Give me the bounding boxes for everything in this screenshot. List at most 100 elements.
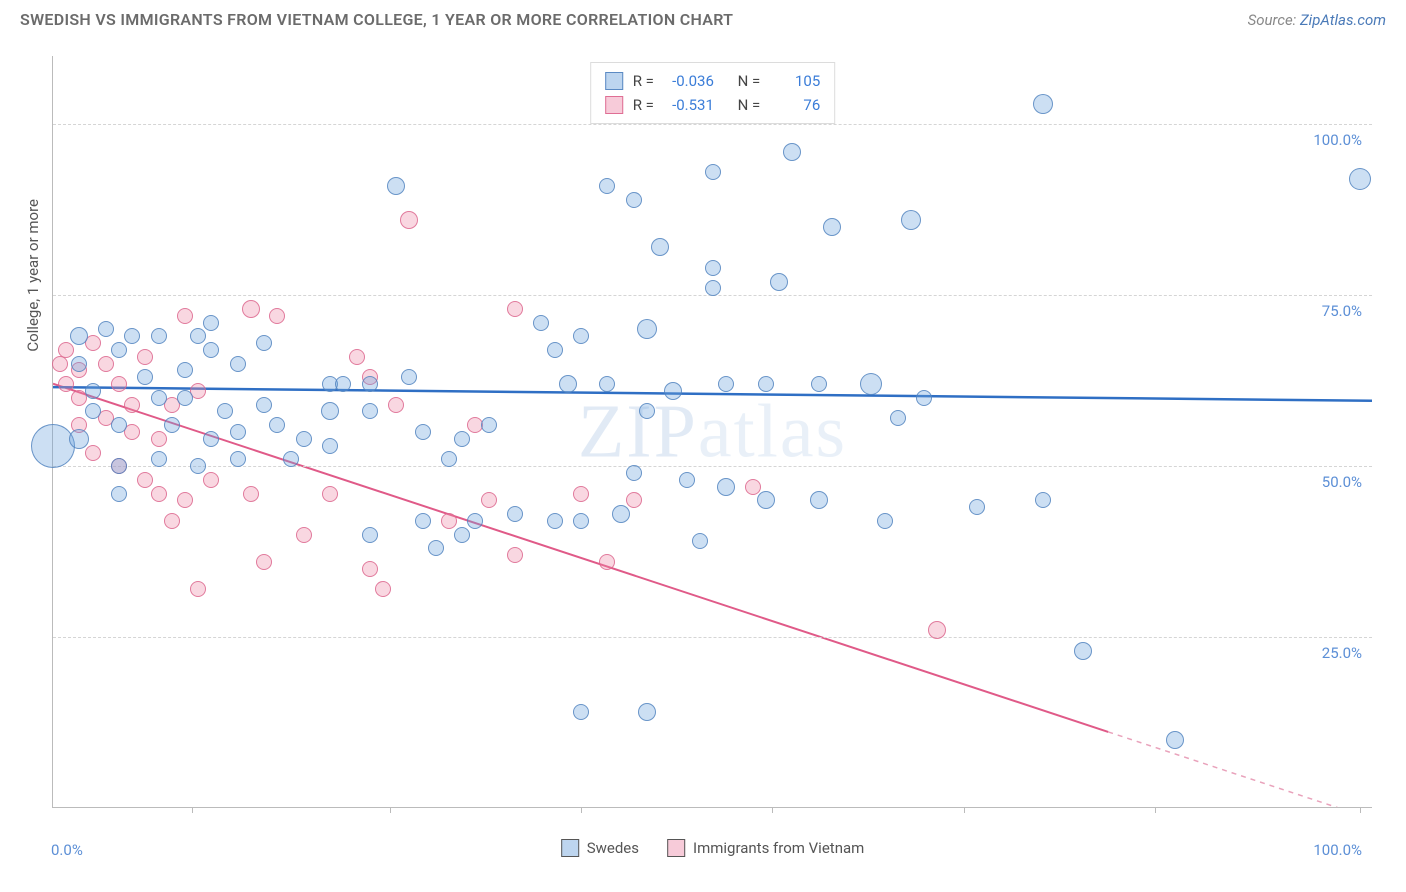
plot-area: ZIPatlas R = -0.036 N = 105 R = -0.531 N… [52, 56, 1372, 808]
chart-title: SWEDISH VS IMMIGRANTS FROM VIETNAM COLLE… [20, 10, 733, 29]
x-axis-end-label: 100.0% [1313, 841, 1362, 859]
scatter-point-a [362, 376, 378, 392]
series-label-b: Immigrants from Vietnam [693, 839, 864, 857]
source-attribution: Source: ZipAtlas.com [1248, 11, 1386, 29]
scatter-point-a [573, 704, 589, 720]
scatter-point-a [651, 238, 669, 256]
gridline [53, 124, 1372, 125]
scatter-point-a [573, 328, 589, 344]
scatter-point-b [177, 492, 193, 508]
scatter-point-a [1035, 492, 1051, 508]
scatter-point-b [52, 356, 68, 372]
scatter-point-a [1074, 642, 1092, 660]
scatter-point-b [111, 376, 127, 392]
y-axis-label: College, 1 year or more [24, 199, 42, 352]
source-prefix: Source: [1248, 11, 1300, 29]
scatter-point-a [467, 513, 483, 529]
scatter-point-a [217, 403, 233, 419]
source-link[interactable]: ZipAtlas.com [1300, 11, 1386, 29]
x-tick [1155, 807, 1156, 813]
scatter-point-a [599, 178, 615, 194]
scatter-point-b [507, 301, 523, 317]
x-tick [1360, 807, 1361, 813]
y-tick-label: 25.0% [1322, 644, 1362, 662]
scatter-point-b [928, 621, 946, 639]
series-legend-a: Swedes [561, 839, 639, 857]
scatter-point-b [626, 492, 642, 508]
scatter-point-a [85, 383, 101, 399]
scatter-point-a [877, 513, 893, 529]
x-tick [390, 807, 391, 813]
legend-n-a: 105 [770, 69, 820, 93]
scatter-point-b [243, 486, 259, 502]
scatter-point-a [401, 369, 417, 385]
scatter-point-a [203, 315, 219, 331]
scatter-point-a [362, 527, 378, 543]
scatter-point-a [705, 280, 721, 296]
scatter-point-a [901, 210, 921, 230]
scatter-point-a [415, 424, 431, 440]
scatter-point-a [758, 376, 774, 392]
scatter-point-a [230, 356, 246, 372]
scatter-point-b [481, 492, 497, 508]
scatter-point-b [151, 486, 167, 502]
watermark: ZIPatlas [578, 388, 847, 475]
scatter-point-b [137, 472, 153, 488]
scatter-point-a [559, 375, 577, 393]
legend-n-label: N = [738, 69, 761, 93]
scatter-point-a [679, 472, 695, 488]
legend-r-b: -0.531 [664, 93, 714, 117]
x-tick [964, 807, 965, 813]
scatter-point-b [151, 431, 167, 447]
scatter-point-a [203, 342, 219, 358]
scatter-point-b [164, 513, 180, 529]
scatter-point-a [177, 362, 193, 378]
scatter-point-b [362, 561, 378, 577]
y-tick-label: 100.0% [1313, 131, 1362, 149]
scatter-point-a [335, 376, 351, 392]
scatter-point-b [441, 513, 457, 529]
watermark-zip: ZIP [578, 389, 698, 473]
scatter-point-b [98, 356, 114, 372]
scatter-point-a [415, 513, 431, 529]
legend-r-label: R = [633, 93, 654, 117]
x-axis-start-label: 0.0% [51, 841, 83, 859]
scatter-point-b [58, 376, 74, 392]
scatter-point-a [85, 403, 101, 419]
scatter-point-a [916, 390, 932, 406]
scatter-point-b [388, 397, 404, 413]
legend-swatch-a [605, 72, 623, 90]
scatter-point-a [151, 390, 167, 406]
scatter-point-b [349, 349, 365, 365]
scatter-point-a [664, 382, 682, 400]
chart-container: College, 1 year or more ZIPatlas R = -0.… [30, 48, 1380, 808]
scatter-point-a [177, 390, 193, 406]
scatter-point-a [547, 342, 563, 358]
scatter-point-a [717, 478, 735, 496]
scatter-point-a [481, 417, 497, 433]
series-swatch-b [667, 839, 685, 857]
scatter-point-a [692, 533, 708, 549]
scatter-point-a [98, 321, 114, 337]
scatter-point-a [71, 356, 87, 372]
x-tick [581, 807, 582, 813]
legend-row-a: R = -0.036 N = 105 [605, 69, 821, 93]
gridline [53, 466, 1372, 467]
scatter-point-a [639, 403, 655, 419]
scatter-point-a [137, 369, 153, 385]
scatter-point-b [400, 211, 418, 229]
scatter-point-b [296, 527, 312, 543]
scatter-point-a [1033, 94, 1053, 114]
legend-n-b: 76 [770, 93, 820, 117]
scatter-point-b [573, 486, 589, 502]
scatter-point-a [547, 513, 563, 529]
scatter-point-a [283, 451, 299, 467]
scatter-point-a [111, 342, 127, 358]
scatter-point-b [322, 486, 338, 502]
scatter-point-a [705, 164, 721, 180]
scatter-point-a [454, 431, 470, 447]
scatter-point-b [124, 397, 140, 413]
scatter-point-a [387, 177, 405, 195]
scatter-point-b [507, 547, 523, 563]
gridline [53, 637, 1372, 638]
